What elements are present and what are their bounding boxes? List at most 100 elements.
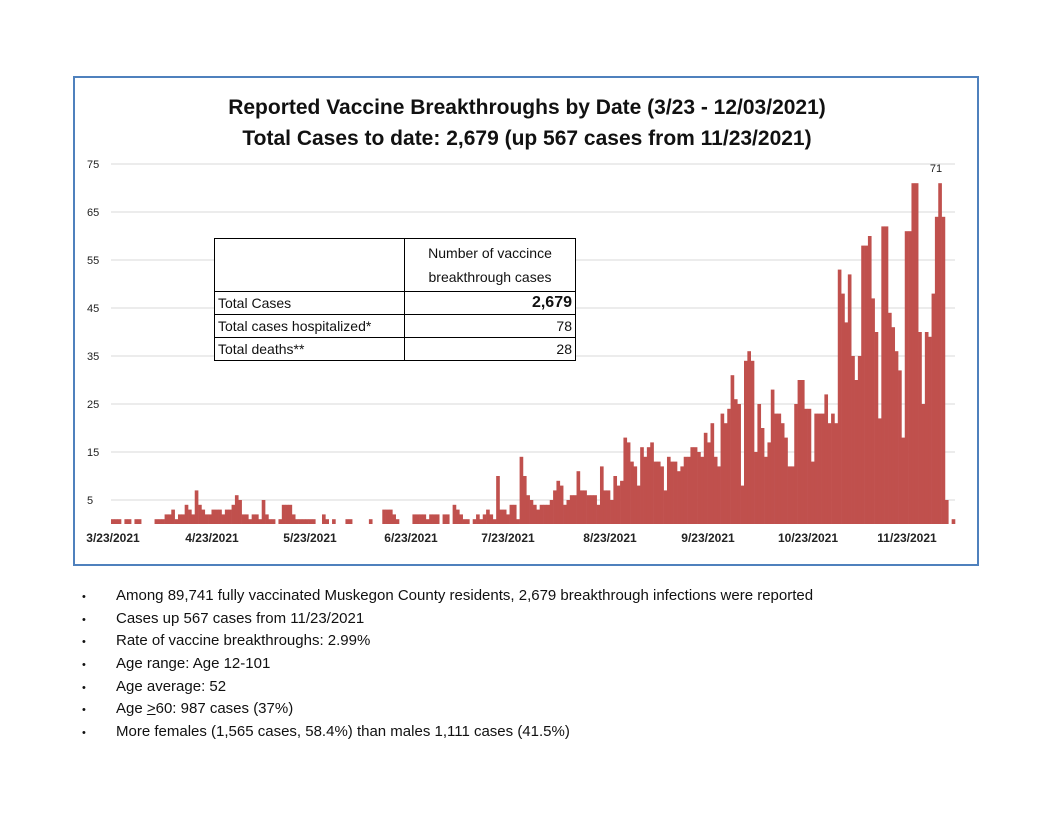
row-label: Total Cases — [214, 291, 405, 315]
bar — [111, 519, 115, 524]
bar — [871, 298, 875, 524]
table-row: Total Cases 2,679 — [214, 291, 576, 315]
bar — [787, 466, 792, 524]
bar — [610, 500, 614, 524]
bar — [261, 500, 266, 524]
bar — [516, 519, 520, 524]
bar — [255, 514, 259, 524]
bar — [295, 519, 299, 524]
bar — [670, 461, 674, 524]
bar — [606, 490, 611, 524]
bar — [881, 226, 885, 524]
bar — [677, 471, 681, 524]
bar — [459, 514, 463, 524]
bar — [831, 413, 835, 524]
bar — [492, 519, 497, 524]
bar — [298, 519, 303, 524]
bar — [271, 519, 276, 524]
bar — [533, 504, 537, 524]
bar — [445, 514, 450, 524]
bar — [476, 514, 480, 524]
bar — [368, 519, 373, 524]
bar — [382, 509, 386, 524]
bar — [737, 404, 741, 524]
list-item: • Cases up 567 cases from 11/23/2021 — [80, 608, 813, 631]
bar — [616, 485, 621, 524]
y-tick-label: 15 — [87, 447, 99, 459]
bar — [666, 456, 671, 524]
x-tick-label: 7/23/2021 — [481, 531, 535, 545]
bar — [184, 504, 189, 524]
bar — [214, 509, 219, 524]
x-tick-label: 8/23/2021 — [583, 531, 637, 545]
bar — [898, 370, 902, 524]
bar — [301, 519, 306, 524]
bar — [392, 514, 396, 524]
bar — [727, 408, 731, 524]
bar — [268, 519, 273, 524]
bar — [211, 509, 216, 524]
bar — [305, 519, 309, 524]
bar — [529, 500, 534, 524]
bar — [395, 519, 400, 524]
bar — [740, 485, 745, 524]
bar — [931, 293, 936, 524]
bar — [794, 404, 798, 524]
bar — [810, 461, 815, 524]
bar — [288, 504, 293, 524]
bar — [536, 509, 540, 524]
bar — [626, 442, 631, 524]
bar — [589, 495, 594, 524]
bar — [770, 389, 775, 524]
bar — [177, 514, 182, 524]
bar — [790, 466, 795, 524]
bar — [754, 452, 758, 524]
bar — [325, 519, 329, 524]
x-tick-label: 10/23/2021 — [778, 531, 838, 545]
y-tick-label: 35 — [87, 351, 99, 363]
bar — [566, 500, 571, 524]
bar — [201, 509, 206, 524]
bar — [412, 514, 417, 524]
bar — [603, 490, 607, 524]
bar — [191, 514, 196, 524]
y-tick-label: 5 — [87, 495, 93, 507]
bar — [385, 509, 390, 524]
bar — [851, 356, 855, 524]
bar — [322, 514, 326, 524]
bar — [543, 504, 547, 524]
bar — [114, 519, 118, 524]
x-tick-label: 4/23/2021 — [185, 531, 239, 545]
bullet-text: 60: 987 cases (37%) — [155, 700, 294, 718]
bar — [241, 514, 246, 524]
bullet-text: Age range: Age 12-101 — [116, 655, 271, 673]
bar — [834, 423, 839, 524]
bullet-marker: • — [82, 659, 86, 672]
bar — [697, 452, 701, 524]
bar — [519, 456, 524, 524]
bar — [486, 509, 490, 524]
bar — [720, 413, 725, 524]
bar — [435, 514, 440, 524]
bar — [419, 514, 423, 524]
bar — [188, 509, 192, 524]
bar — [841, 293, 845, 524]
bar — [462, 519, 467, 524]
bar — [656, 461, 661, 524]
bar — [847, 274, 852, 524]
x-axis: 3/23/2021 4/23/2021 5/23/2021 6/23/2021 7/23… — [86, 531, 937, 545]
bar — [593, 495, 597, 524]
x-tick-label: 5/23/2021 — [283, 531, 337, 545]
bullet-marker: • — [82, 704, 86, 717]
bar — [308, 519, 313, 524]
bar — [924, 332, 929, 524]
bar — [164, 514, 169, 524]
bar — [857, 356, 862, 524]
bar — [938, 183, 942, 524]
bar — [442, 514, 447, 524]
bullet-text: More females (1,565 cases, 58.4%) than m… — [116, 723, 570, 741]
bar — [888, 312, 892, 524]
bar — [559, 485, 564, 524]
bar — [683, 456, 688, 524]
bar — [750, 360, 755, 524]
